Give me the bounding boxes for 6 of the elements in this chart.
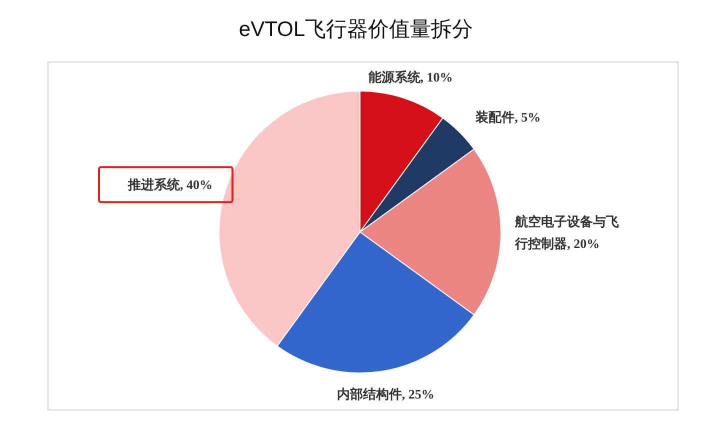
slice-label: 内部结构件, 25% xyxy=(336,386,434,402)
slice-label: 能源系统, 10% xyxy=(368,69,453,84)
slice-label: 航空电子设备与飞行控制器, 20% xyxy=(514,214,620,251)
slice-label: 装配件, 5% xyxy=(474,109,541,124)
chart-title: eVTOL飞行器价值量拆分 xyxy=(238,18,474,41)
slice-label: 推进系统, 40% xyxy=(126,177,212,192)
